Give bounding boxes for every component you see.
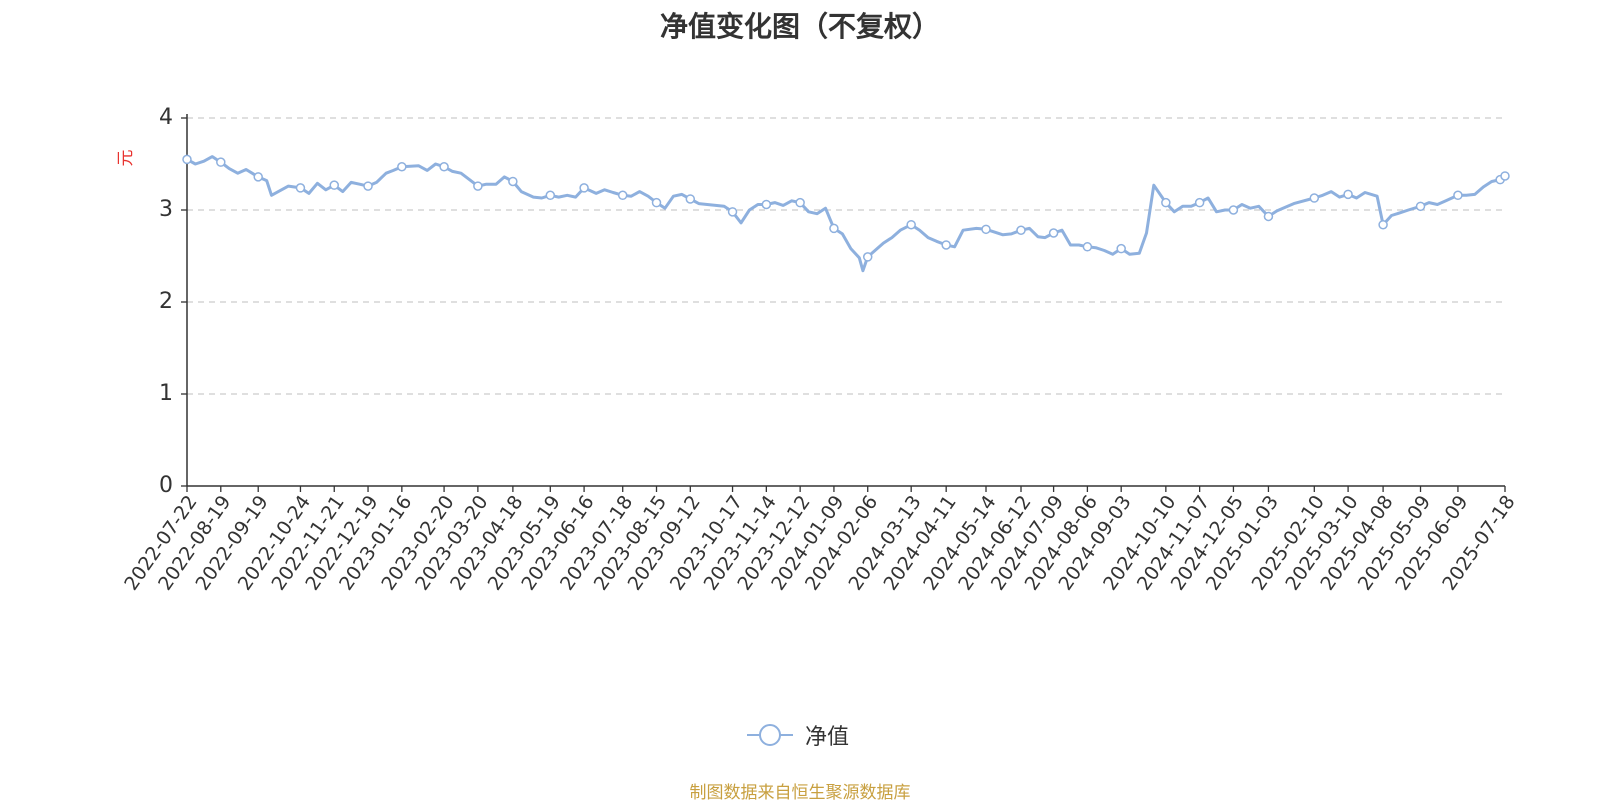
axes (181, 114, 1506, 492)
data-point-marker (329, 180, 339, 190)
data-point-marker (508, 176, 518, 187)
data-point-marker (862, 252, 873, 262)
data-point-marker (579, 183, 589, 193)
data-point-marker (1453, 190, 1463, 201)
data-point-marker (397, 162, 407, 172)
data-point-marker (295, 183, 306, 193)
legend-label: 净值 (805, 725, 850, 750)
data-point-marker (1194, 197, 1205, 208)
data-point-marker (1378, 219, 1388, 230)
legend[interactable]: 净值 (745, 720, 849, 750)
grid-lines (187, 117, 1505, 395)
legend-line-icon (747, 724, 793, 746)
tick-labels: 012342022-07-222022-08-192022-09-192022-… (120, 105, 1519, 594)
data-point-marker (795, 197, 805, 208)
data-point-marker (941, 240, 951, 250)
data-point-marker (981, 224, 991, 235)
data-point-marker (1309, 193, 1320, 203)
y-axis-label: 元 (116, 150, 136, 167)
data-point-marker (906, 219, 916, 230)
data-point-marker (727, 207, 738, 217)
series-markers (182, 154, 1510, 262)
data-point-marker (1048, 228, 1059, 238)
data-point-marker (439, 162, 449, 172)
data-point-marker (829, 223, 839, 234)
y-tick-label: 3 (159, 197, 173, 222)
source-footer: 制图数据来自恒生聚源数据库 (689, 783, 911, 803)
data-point-marker (1016, 225, 1026, 235)
data-point-marker (1161, 197, 1171, 208)
data-point-marker (1228, 205, 1239, 215)
data-point-marker (651, 197, 662, 208)
y-tick-label: 1 (159, 381, 173, 406)
data-point-marker (545, 190, 556, 201)
y-tick-label: 4 (159, 105, 173, 130)
data-point-marker (1116, 243, 1126, 254)
data-point-marker (182, 154, 192, 165)
series-line-净值 (186, 155, 1506, 273)
y-tick-label: 2 (159, 289, 173, 314)
chart-title: 净值变化图（不复权） (659, 10, 940, 43)
data-point-marker (1263, 211, 1274, 222)
data-point-marker (1415, 201, 1426, 212)
data-point-marker (761, 199, 772, 210)
data-point-marker (685, 194, 696, 204)
data-point-marker (363, 181, 373, 191)
data-point-marker (473, 181, 483, 191)
y-tick-label: 0 (159, 473, 173, 498)
data-point-marker (617, 190, 628, 201)
data-point-marker (1082, 242, 1093, 252)
data-point-marker (216, 157, 226, 167)
data-point-marker (1343, 189, 1353, 200)
data-point-marker (1500, 171, 1510, 181)
data-point-marker (253, 172, 263, 182)
